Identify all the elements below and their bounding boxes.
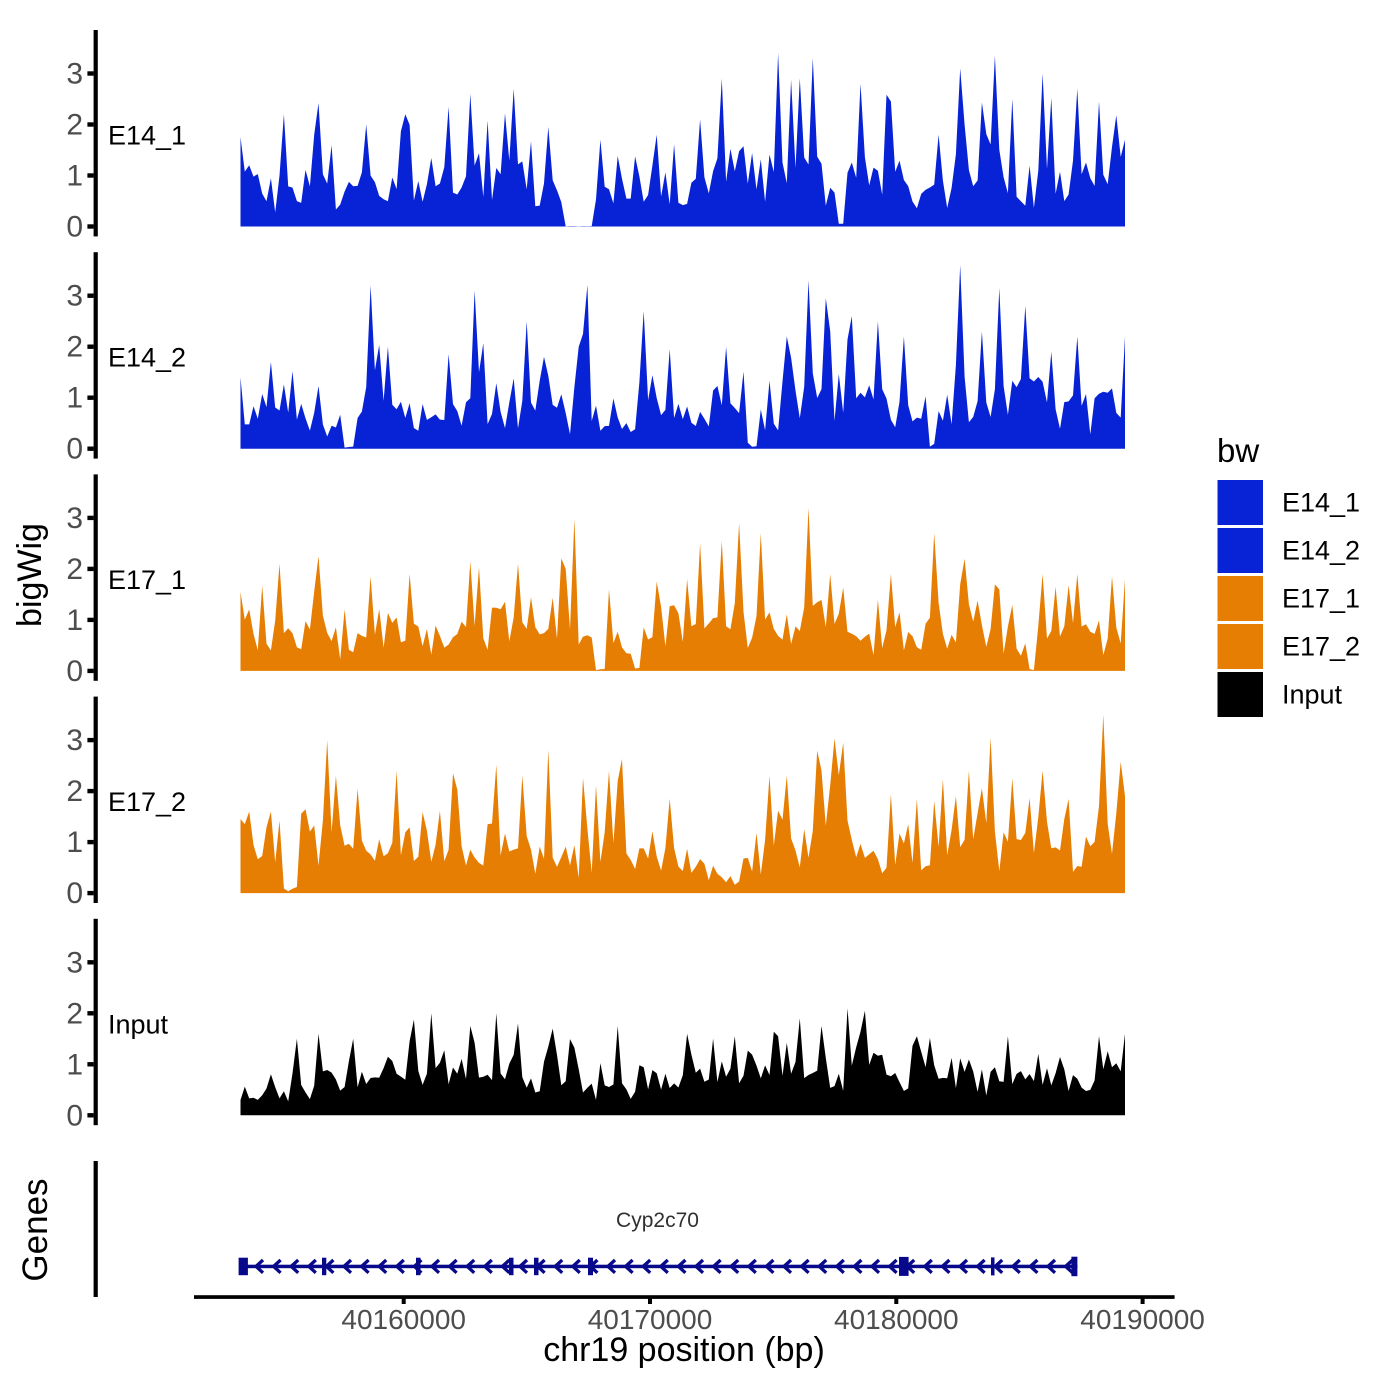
svg-text:E14_2: E14_2 [1282, 536, 1360, 566]
svg-text:0: 0 [66, 211, 83, 244]
svg-text:Cyp2c70: Cyp2c70 [616, 1209, 699, 1232]
svg-text:1: 1 [66, 382, 83, 415]
svg-text:2: 2 [66, 775, 83, 808]
svg-text:3: 3 [66, 946, 83, 979]
svg-text:2: 2 [66, 997, 83, 1030]
svg-text:1: 1 [66, 604, 83, 637]
svg-text:E17_1: E17_1 [108, 565, 186, 595]
svg-text:3: 3 [66, 58, 83, 91]
svg-text:0: 0 [66, 655, 83, 688]
svg-text:40180000: 40180000 [834, 1304, 959, 1335]
svg-text:Input: Input [1282, 680, 1343, 710]
svg-text:Input: Input [108, 1009, 169, 1039]
svg-text:E17_1: E17_1 [1282, 584, 1360, 614]
svg-text:0: 0 [66, 877, 83, 910]
svg-text:3: 3 [66, 724, 83, 757]
svg-text:3: 3 [66, 280, 83, 313]
svg-text:E17_2: E17_2 [1282, 632, 1360, 662]
svg-text:E14_1: E14_1 [1282, 488, 1360, 518]
svg-text:3: 3 [66, 502, 83, 535]
svg-text:0: 0 [66, 1099, 83, 1132]
svg-text:40190000: 40190000 [1080, 1304, 1205, 1335]
svg-text:bw: bw [1217, 432, 1259, 469]
svg-text:bigWig: bigWig [11, 523, 49, 627]
svg-text:E14_2: E14_2 [108, 343, 186, 373]
svg-text:2: 2 [66, 553, 83, 586]
svg-text:1: 1 [66, 826, 83, 859]
svg-text:2: 2 [66, 109, 83, 142]
svg-text:1: 1 [66, 160, 83, 193]
svg-text:1: 1 [66, 1048, 83, 1081]
svg-text:40160000: 40160000 [341, 1304, 466, 1335]
svg-text:40170000: 40170000 [588, 1304, 713, 1335]
svg-text:E14_1: E14_1 [108, 121, 186, 151]
svg-text:E17_2: E17_2 [108, 787, 186, 817]
svg-text:2: 2 [66, 331, 83, 364]
svg-text:Genes: Genes [16, 1178, 55, 1281]
svg-text:chr19 position (bp): chr19 position (bp) [543, 1331, 825, 1369]
svg-text:0: 0 [66, 433, 83, 466]
